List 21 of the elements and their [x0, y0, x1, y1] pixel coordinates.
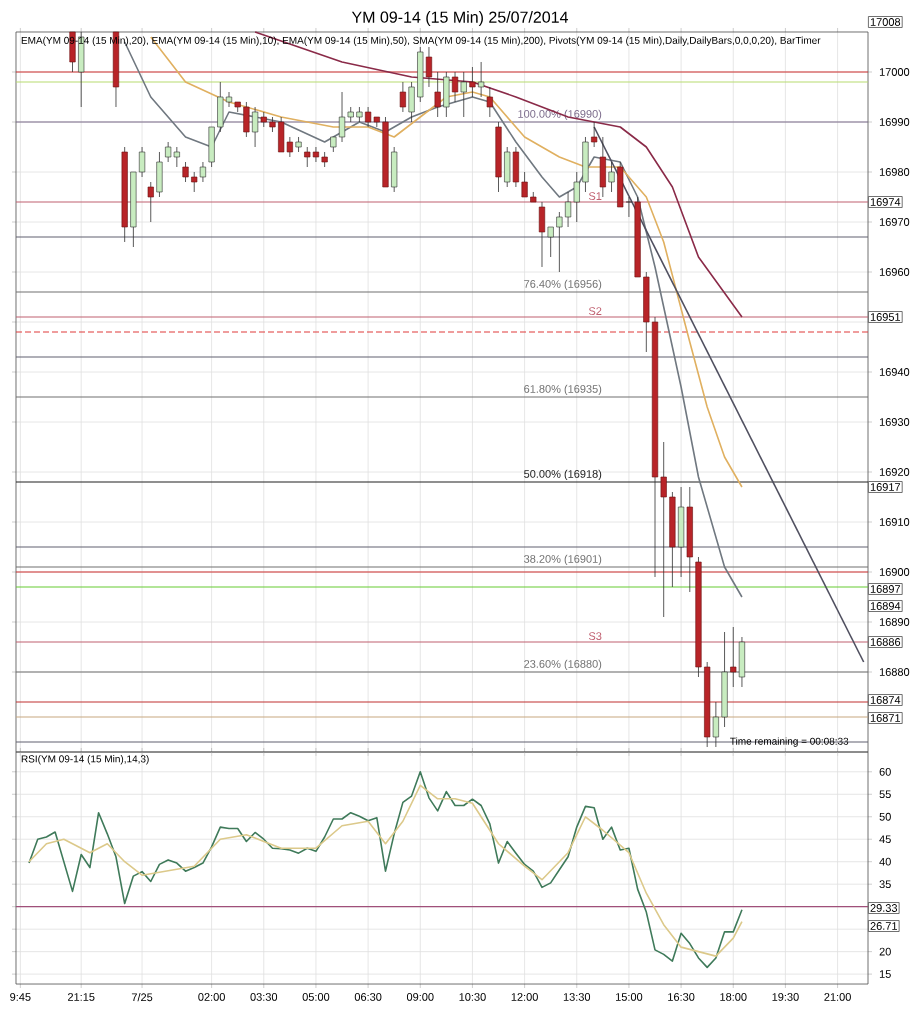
chart-title: YM 09-14 (15 Min) 25/07/2014: [351, 11, 569, 26]
candlestick: [478, 61, 485, 98]
candlestick: [156, 151, 163, 198]
candlestick: [504, 146, 511, 188]
candlestick: [165, 141, 172, 163]
candlestick: [608, 161, 615, 193]
candlestick: [538, 201, 546, 268]
candlestick: [173, 146, 180, 168]
candlestick: [338, 91, 346, 143]
candlestick: [486, 86, 493, 118]
candlestick: [443, 71, 450, 118]
candlestick: [460, 71, 467, 118]
candlestick: [678, 486, 685, 578]
candlestick: [625, 196, 633, 218]
candlestick: [738, 636, 746, 688]
candlestick: [451, 71, 459, 103]
candlestick: [391, 146, 398, 193]
candlestick: [312, 146, 320, 163]
candlestick: [199, 161, 206, 183]
candlestick: [252, 106, 259, 148]
candlestick: [304, 146, 311, 168]
